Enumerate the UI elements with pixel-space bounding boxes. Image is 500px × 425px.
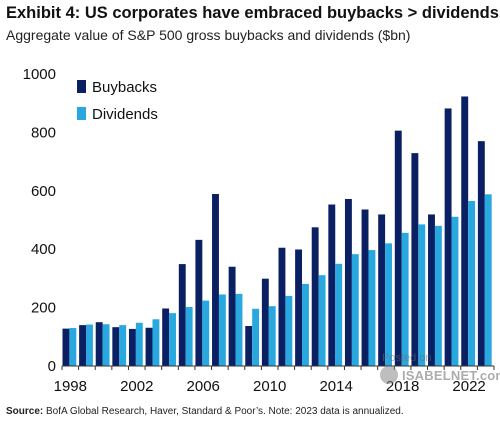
bar-buybacks-2021 [444, 108, 452, 367]
bar-dividends-2004 [169, 313, 176, 366]
bar-dividends-2009 [252, 308, 260, 366]
bar-dividends-2011 [285, 295, 293, 366]
bar-dividends-2012 [302, 283, 309, 366]
bar-dividends-2020 [434, 225, 442, 366]
bar-dividends-2005 [185, 307, 193, 366]
legend-swatch-buybacks [77, 80, 86, 93]
bar-dividends-2003 [152, 319, 160, 366]
bar-dividends-2015 [351, 254, 359, 366]
watermark-posted-text: Posted on [382, 352, 432, 364]
bar-buybacks-2019 [411, 153, 419, 366]
x-tick-label: 2006 [187, 378, 220, 395]
bar-dividends-2002 [135, 322, 143, 366]
bar-dividends-2014 [335, 263, 343, 366]
bar-buybacks-2015 [344, 198, 352, 366]
x-tick-label: 2014 [319, 378, 352, 395]
bar-dividends-2006 [202, 300, 210, 366]
bar-dividends-2019 [418, 224, 426, 366]
watermark: Posted on ISABELNET.com [372, 352, 500, 392]
legend-label-buybacks: Buybacks [92, 79, 157, 96]
watermark-brand-text: ISABELNET.com [402, 368, 500, 383]
bar-buybacks-2000 [95, 322, 103, 366]
y-tick-label: 800 [31, 124, 56, 141]
bar-buybacks-2012 [295, 249, 303, 366]
bar-buybacks-2006 [195, 239, 203, 366]
chart-title: Exhibit 4: US corporates have embraced b… [6, 4, 499, 22]
legend-label-dividends: Dividends [92, 106, 158, 123]
bar-dividends-2017 [385, 243, 392, 366]
chart-subtitle: Aggregate value of S&P 500 gross buyback… [6, 27, 411, 43]
bar-buybacks-1998 [62, 328, 70, 366]
source-label: Source: [6, 406, 44, 417]
y-tick-label: 600 [31, 183, 56, 200]
bar-buybacks-2023 [477, 141, 485, 366]
bar-dividends-2008 [235, 293, 243, 366]
bar-dividends-2016 [368, 250, 376, 366]
bar-buybacks-2003 [145, 327, 153, 366]
bar-buybacks-2011 [278, 247, 286, 366]
bar-buybacks-2020 [428, 214, 435, 366]
bar-dividends-2010 [268, 306, 276, 366]
y-tick-label: 400 [31, 241, 56, 258]
bar-buybacks-2008 [228, 266, 236, 366]
bar-buybacks-2018 [394, 130, 402, 366]
bar-buybacks-2013 [311, 227, 319, 366]
y-tick-label: 0 [48, 358, 56, 375]
bar-buybacks-2014 [328, 204, 336, 366]
bar-dividends-1999 [86, 324, 93, 366]
bar-dividends-2007 [218, 294, 226, 366]
x-tick-label: 1998 [54, 378, 87, 395]
bar-buybacks-2002 [128, 328, 136, 366]
bar-buybacks-2001 [112, 327, 120, 366]
watermark-logo-icon [380, 366, 398, 384]
y-tick-label: 200 [31, 300, 56, 317]
bar-buybacks-2010 [261, 278, 269, 366]
legend-swatch-dividends [77, 107, 86, 120]
source-note: Source: BofA Global Research, Haver, Sta… [6, 406, 404, 417]
bar-dividends-2022 [468, 201, 476, 366]
bar-dividends-2001 [119, 325, 127, 366]
bar-dividends-2023 [484, 194, 492, 366]
bar-buybacks-2005 [178, 264, 186, 366]
bar-dividends-2000 [102, 324, 110, 366]
bar-buybacks-2007 [212, 194, 219, 366]
x-tick-label: 2022 [452, 378, 485, 395]
bar-buybacks-2009 [245, 326, 253, 366]
bar-dividends-2018 [401, 232, 409, 366]
bar-buybacks-2017 [378, 214, 386, 366]
bar-buybacks-2016 [361, 209, 369, 366]
source-text: BofA Global Research, Haver, Standard & … [43, 406, 404, 417]
x-tick-label: 2002 [120, 378, 153, 395]
bar-buybacks-2022 [461, 96, 469, 366]
bar-buybacks-2004 [162, 308, 170, 366]
bar-dividends-2013 [318, 275, 326, 366]
y-tick-label: 1000 [23, 66, 56, 83]
x-tick-label: 2010 [253, 378, 286, 395]
bar-buybacks-1999 [79, 325, 87, 366]
bar-dividends-2021 [451, 216, 459, 366]
bar-dividends-1998 [69, 328, 77, 366]
